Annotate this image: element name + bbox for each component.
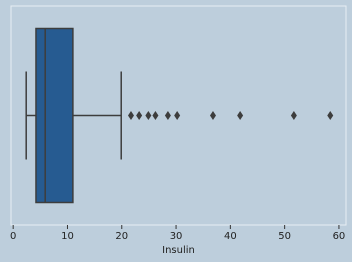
outlier bbox=[152, 111, 159, 120]
outlier bbox=[209, 111, 216, 120]
x-tick-label: 20 bbox=[115, 231, 128, 242]
x-tick-label: 30 bbox=[170, 231, 183, 242]
x-tick-label: 10 bbox=[61, 231, 74, 242]
x-tick-label: 50 bbox=[278, 231, 291, 242]
box bbox=[35, 27, 74, 204]
outlier bbox=[174, 111, 181, 120]
outlier bbox=[164, 111, 171, 120]
outlier bbox=[127, 111, 134, 120]
outlier bbox=[327, 111, 334, 120]
outlier bbox=[237, 111, 244, 120]
x-axis-label: Insulin bbox=[162, 245, 195, 256]
x-tick-label: 0 bbox=[10, 231, 16, 242]
x-tick-label: 60 bbox=[333, 231, 346, 242]
outlier bbox=[290, 111, 297, 120]
outlier bbox=[145, 111, 152, 120]
outlier bbox=[136, 111, 143, 120]
x-tick-label: 40 bbox=[224, 231, 237, 242]
